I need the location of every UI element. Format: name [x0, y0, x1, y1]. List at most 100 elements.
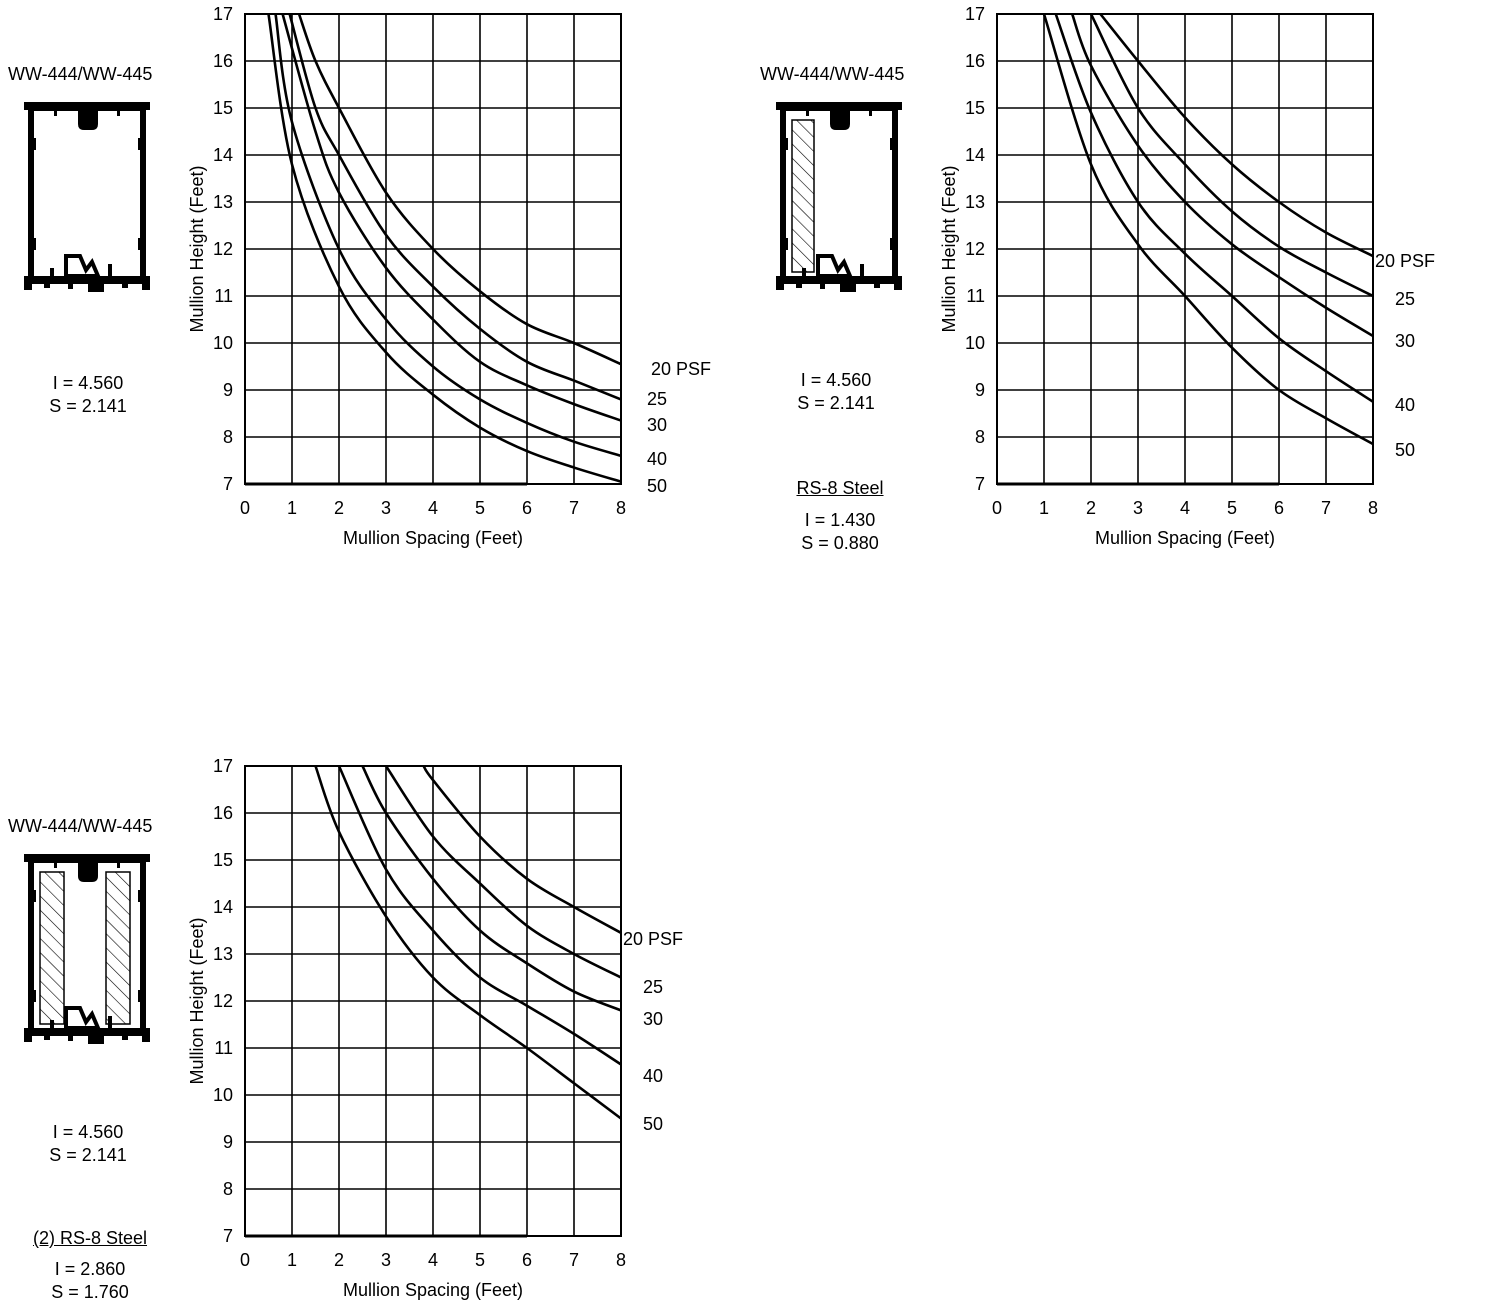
y-tick-label: 11	[214, 286, 233, 306]
profile-top-flange	[780, 102, 898, 111]
x-tick-label: 6	[522, 1250, 532, 1270]
series-line	[361, 765, 622, 1012]
series-line	[297, 13, 622, 366]
series-label: 20 PSF	[623, 929, 683, 949]
aluminum-section-modulus: S = 2.141	[797, 393, 875, 413]
y-tick-label: 9	[223, 1132, 233, 1152]
y-tick-label: 10	[965, 333, 985, 353]
y-tick-label: 13	[213, 944, 233, 964]
y-tick-label: 15	[213, 850, 233, 870]
series-label: 20 PSF	[1375, 251, 1435, 271]
profile-title: WW-444/WW-445	[760, 64, 905, 84]
series-label: 40	[643, 1066, 663, 1086]
profile-glazing-leg	[64, 254, 102, 278]
aluminum-moment-of-inertia: I = 4.560	[800, 370, 872, 390]
y-tick-label: 15	[213, 98, 233, 118]
series-label: 50	[647, 476, 667, 496]
y-tick-label: 8	[223, 1179, 233, 1199]
y-axis-label: Mullion Height (Feet)	[187, 165, 207, 332]
y-tick-label: 12	[213, 239, 233, 259]
series-label: 50	[643, 1114, 663, 1134]
y-tick-label: 17	[213, 756, 233, 776]
y-tick-label: 16	[965, 51, 985, 71]
y-tick-label: 12	[965, 239, 985, 259]
aluminum-moment-of-inertia: I = 4.560	[52, 1122, 124, 1142]
steel-section-modulus: S = 1.760	[51, 1282, 129, 1302]
x-tick-label: 0	[240, 1250, 250, 1270]
x-tick-label: 6	[1274, 498, 1284, 518]
series-line	[1070, 13, 1374, 338]
steel-moment-of-inertia: I = 1.430	[804, 510, 876, 530]
y-tick-label: 11	[966, 286, 985, 306]
y-tick-label: 7	[223, 1226, 233, 1246]
profile-right-wall	[140, 862, 146, 1030]
series-line	[288, 13, 622, 401]
mullion-profile-diagram	[24, 854, 150, 1044]
profile-left-wall	[28, 862, 34, 1030]
profile-bottom-flange	[24, 276, 150, 284]
series-line	[274, 13, 622, 458]
profile-screw-boss	[78, 110, 98, 130]
x-axis-label: Mullion Spacing (Feet)	[1095, 528, 1275, 548]
x-tick-label: 7	[569, 1250, 579, 1270]
series-line	[384, 765, 622, 979]
x-tick-label: 0	[240, 498, 250, 518]
aluminum-moment-of-inertia: I = 4.560	[52, 373, 124, 393]
profile-right-wall	[140, 110, 146, 278]
profile-right-wall	[892, 110, 898, 278]
y-tick-label: 14	[213, 897, 233, 917]
series-line	[1042, 13, 1374, 446]
series-line	[1099, 13, 1374, 258]
x-tick-label: 1	[287, 1250, 297, 1270]
x-tick-label: 3	[381, 1250, 391, 1270]
x-tick-label: 0	[992, 498, 1002, 518]
steel-reinforcement-title: RS-8 Steel	[796, 478, 884, 498]
y-tick-label: 8	[223, 427, 233, 447]
series-line	[267, 13, 622, 483]
x-tick-label: 1	[287, 498, 297, 518]
series-label: 25	[647, 389, 667, 409]
series-label: 30	[643, 1009, 663, 1029]
series-line	[1089, 13, 1374, 298]
y-tick-label: 14	[965, 145, 985, 165]
x-tick-label: 8	[1368, 498, 1378, 518]
series-line	[422, 765, 622, 934]
series-label: 25	[643, 977, 663, 997]
x-tick-label: 3	[1133, 498, 1143, 518]
series-line	[314, 765, 622, 1120]
series-label: 25	[1395, 289, 1415, 309]
x-tick-label: 8	[616, 498, 626, 518]
series-label: 40	[647, 449, 667, 469]
y-tick-label: 11	[214, 1038, 233, 1058]
mullion-profile-diagram	[776, 102, 902, 292]
series-label: 20 PSF	[651, 359, 711, 379]
aluminum-section-modulus: S = 2.141	[49, 1145, 127, 1165]
profile-screw-boss	[78, 862, 98, 882]
x-tick-label: 7	[569, 498, 579, 518]
y-tick-label: 10	[213, 333, 233, 353]
steel-reinforcement-title: (2) RS-8 Steel	[32, 1228, 148, 1248]
y-tick-label: 8	[975, 427, 985, 447]
series-label: 30	[647, 415, 667, 435]
y-tick-label: 14	[213, 145, 233, 165]
steel-section-modulus: S = 0.880	[801, 533, 879, 553]
profile-left-wall	[780, 110, 786, 278]
y-tick-label: 17	[213, 4, 233, 24]
series-line	[1054, 13, 1374, 403]
y-tick-label: 10	[213, 1085, 233, 1105]
x-tick-label: 5	[475, 498, 485, 518]
x-tick-label: 4	[428, 498, 438, 518]
x-tick-label: 5	[1227, 498, 1237, 518]
y-tick-label: 16	[213, 51, 233, 71]
x-tick-label: 2	[1086, 498, 1096, 518]
profile-glazing-leg	[816, 254, 854, 278]
y-tick-label: 13	[213, 192, 233, 212]
x-tick-label: 8	[616, 1250, 626, 1270]
profile-screw-boss	[830, 110, 850, 130]
y-tick-label: 7	[223, 474, 233, 494]
x-tick-label: 5	[475, 1250, 485, 1270]
profile-bottom-flange	[776, 276, 902, 284]
y-tick-label: 16	[213, 803, 233, 823]
